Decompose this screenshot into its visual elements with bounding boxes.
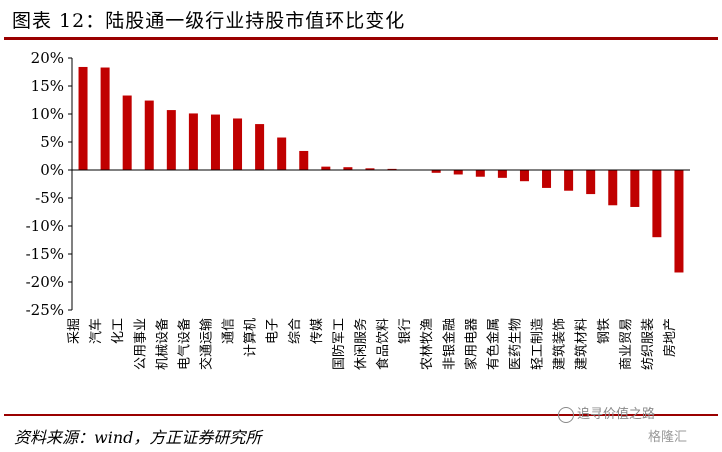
y-axis: 20% 15% 10% 5% 0% -5% -10% -15% -20% -25% (26, 49, 73, 319)
bar-交通运输 (210, 114, 220, 170)
bar-电子 (277, 137, 287, 170)
x-tick-label: 食品饮料 (375, 318, 391, 370)
bar-chart: 20% 15% 10% 5% 0% -5% -10% -15% -20% -25% 采掘 汽车 化工公… (26, 49, 690, 370)
x-tick-label: 建筑材料 (574, 318, 590, 370)
footer-rule (4, 414, 718, 416)
y-tick-label: -15% (26, 245, 64, 263)
bar-房地产 (674, 170, 684, 273)
bar-汽车 (100, 67, 110, 170)
x-tick-label: 房地产 (662, 318, 678, 357)
bar-化工 (122, 95, 132, 170)
y-tick-label: -10% (26, 217, 64, 235)
bar-国防军工 (343, 167, 353, 170)
bar-家用电器 (475, 170, 485, 177)
wechat-icon (558, 406, 574, 423)
bar-非银金融 (453, 170, 463, 175)
y-tick-label: 10% (31, 105, 64, 123)
y-tick-label: -5% (35, 189, 64, 207)
bar-电气设备 (188, 113, 198, 170)
y-tick-label: 0% (40, 161, 64, 179)
x-tick-label: 非银金融 (441, 318, 457, 370)
bar-建筑材料 (586, 170, 596, 195)
x-tick-label: 国防军工 (331, 318, 347, 370)
bar-综合 (299, 150, 309, 170)
x-tick-label: 商业贸易 (619, 318, 634, 370)
x-tick-label: 汽车 (88, 318, 104, 344)
x-tick-label: 电气设备 (176, 318, 192, 370)
x-tick-label: 传媒 (310, 318, 325, 344)
x-tick-label: 建筑装饰 (552, 318, 568, 370)
y-tick-label: -25% (26, 301, 64, 319)
bar-采掘 (78, 66, 88, 170)
bar-商业贸易 (630, 170, 640, 207)
x-tick-label: 纺织服装 (641, 318, 656, 370)
bar-计算机 (255, 124, 265, 170)
x-tick-label: 综合 (288, 318, 303, 344)
bar-公用事业 (144, 100, 154, 170)
watermark-text: 追寻价值之路 (577, 407, 656, 422)
x-tick-label: 银行 (398, 318, 413, 344)
x-axis: 采掘 汽车 化工 公用事业 机械设备 电气设备 交通运输 通信 计算机 电子 综合 传媒 国防军工 休闲服… (67, 169, 690, 370)
x-tick-label: 休闲服务 (353, 318, 369, 370)
bar-食品饮料 (387, 168, 397, 170)
x-tick-label: 交通运输 (198, 318, 214, 370)
bar-医药生物 (519, 170, 529, 182)
y-tick-label: 15% (31, 77, 64, 95)
watermark: 追寻价值之路 (558, 403, 655, 423)
x-tick-label: 轻工制造 (531, 318, 546, 370)
x-tick-label: 计算机 (244, 318, 259, 357)
bar-通信 (233, 118, 243, 170)
x-tick-label: 家用电器 (463, 318, 479, 370)
x-tick-label: 化工 (111, 318, 126, 344)
bars (78, 66, 684, 273)
bar-休闲服务 (365, 168, 375, 170)
x-tick-label: 医药生物 (508, 318, 523, 370)
x-tick-label: 采掘 (67, 318, 82, 344)
bar-传媒 (321, 166, 331, 170)
title-rule (4, 37, 718, 40)
bar-农林牧渔 (431, 170, 441, 173)
bar-建筑装饰 (564, 170, 574, 191)
x-tick-label: 有色金属 (485, 318, 501, 370)
source-note: 资料来源：wind，方正证券研究所 (14, 428, 262, 447)
bar-纺织服装 (652, 170, 662, 238)
y-tick-label: 5% (40, 133, 64, 151)
bar-轻工制造 (542, 170, 552, 188)
x-tick-label: 电子 (266, 318, 281, 344)
x-tick-label: 通信 (222, 318, 237, 344)
chart-title: 图表 12：陆股通一级行业持股市值环比变化 (12, 10, 406, 32)
x-tick-label: 钢铁 (597, 318, 612, 344)
bar-机械设备 (166, 110, 176, 170)
bar-有色金属 (497, 170, 507, 178)
x-tick-label: 公用事业 (133, 318, 148, 370)
x-tick-label: 农林牧渔 (420, 318, 435, 370)
y-tick-label: 20% (31, 49, 64, 67)
bar-钢铁 (608, 170, 618, 206)
y-tick-label: -20% (26, 273, 64, 291)
x-tick-label: 机械设备 (154, 318, 170, 370)
watermark-secondary: 格隆汇 (648, 430, 688, 445)
